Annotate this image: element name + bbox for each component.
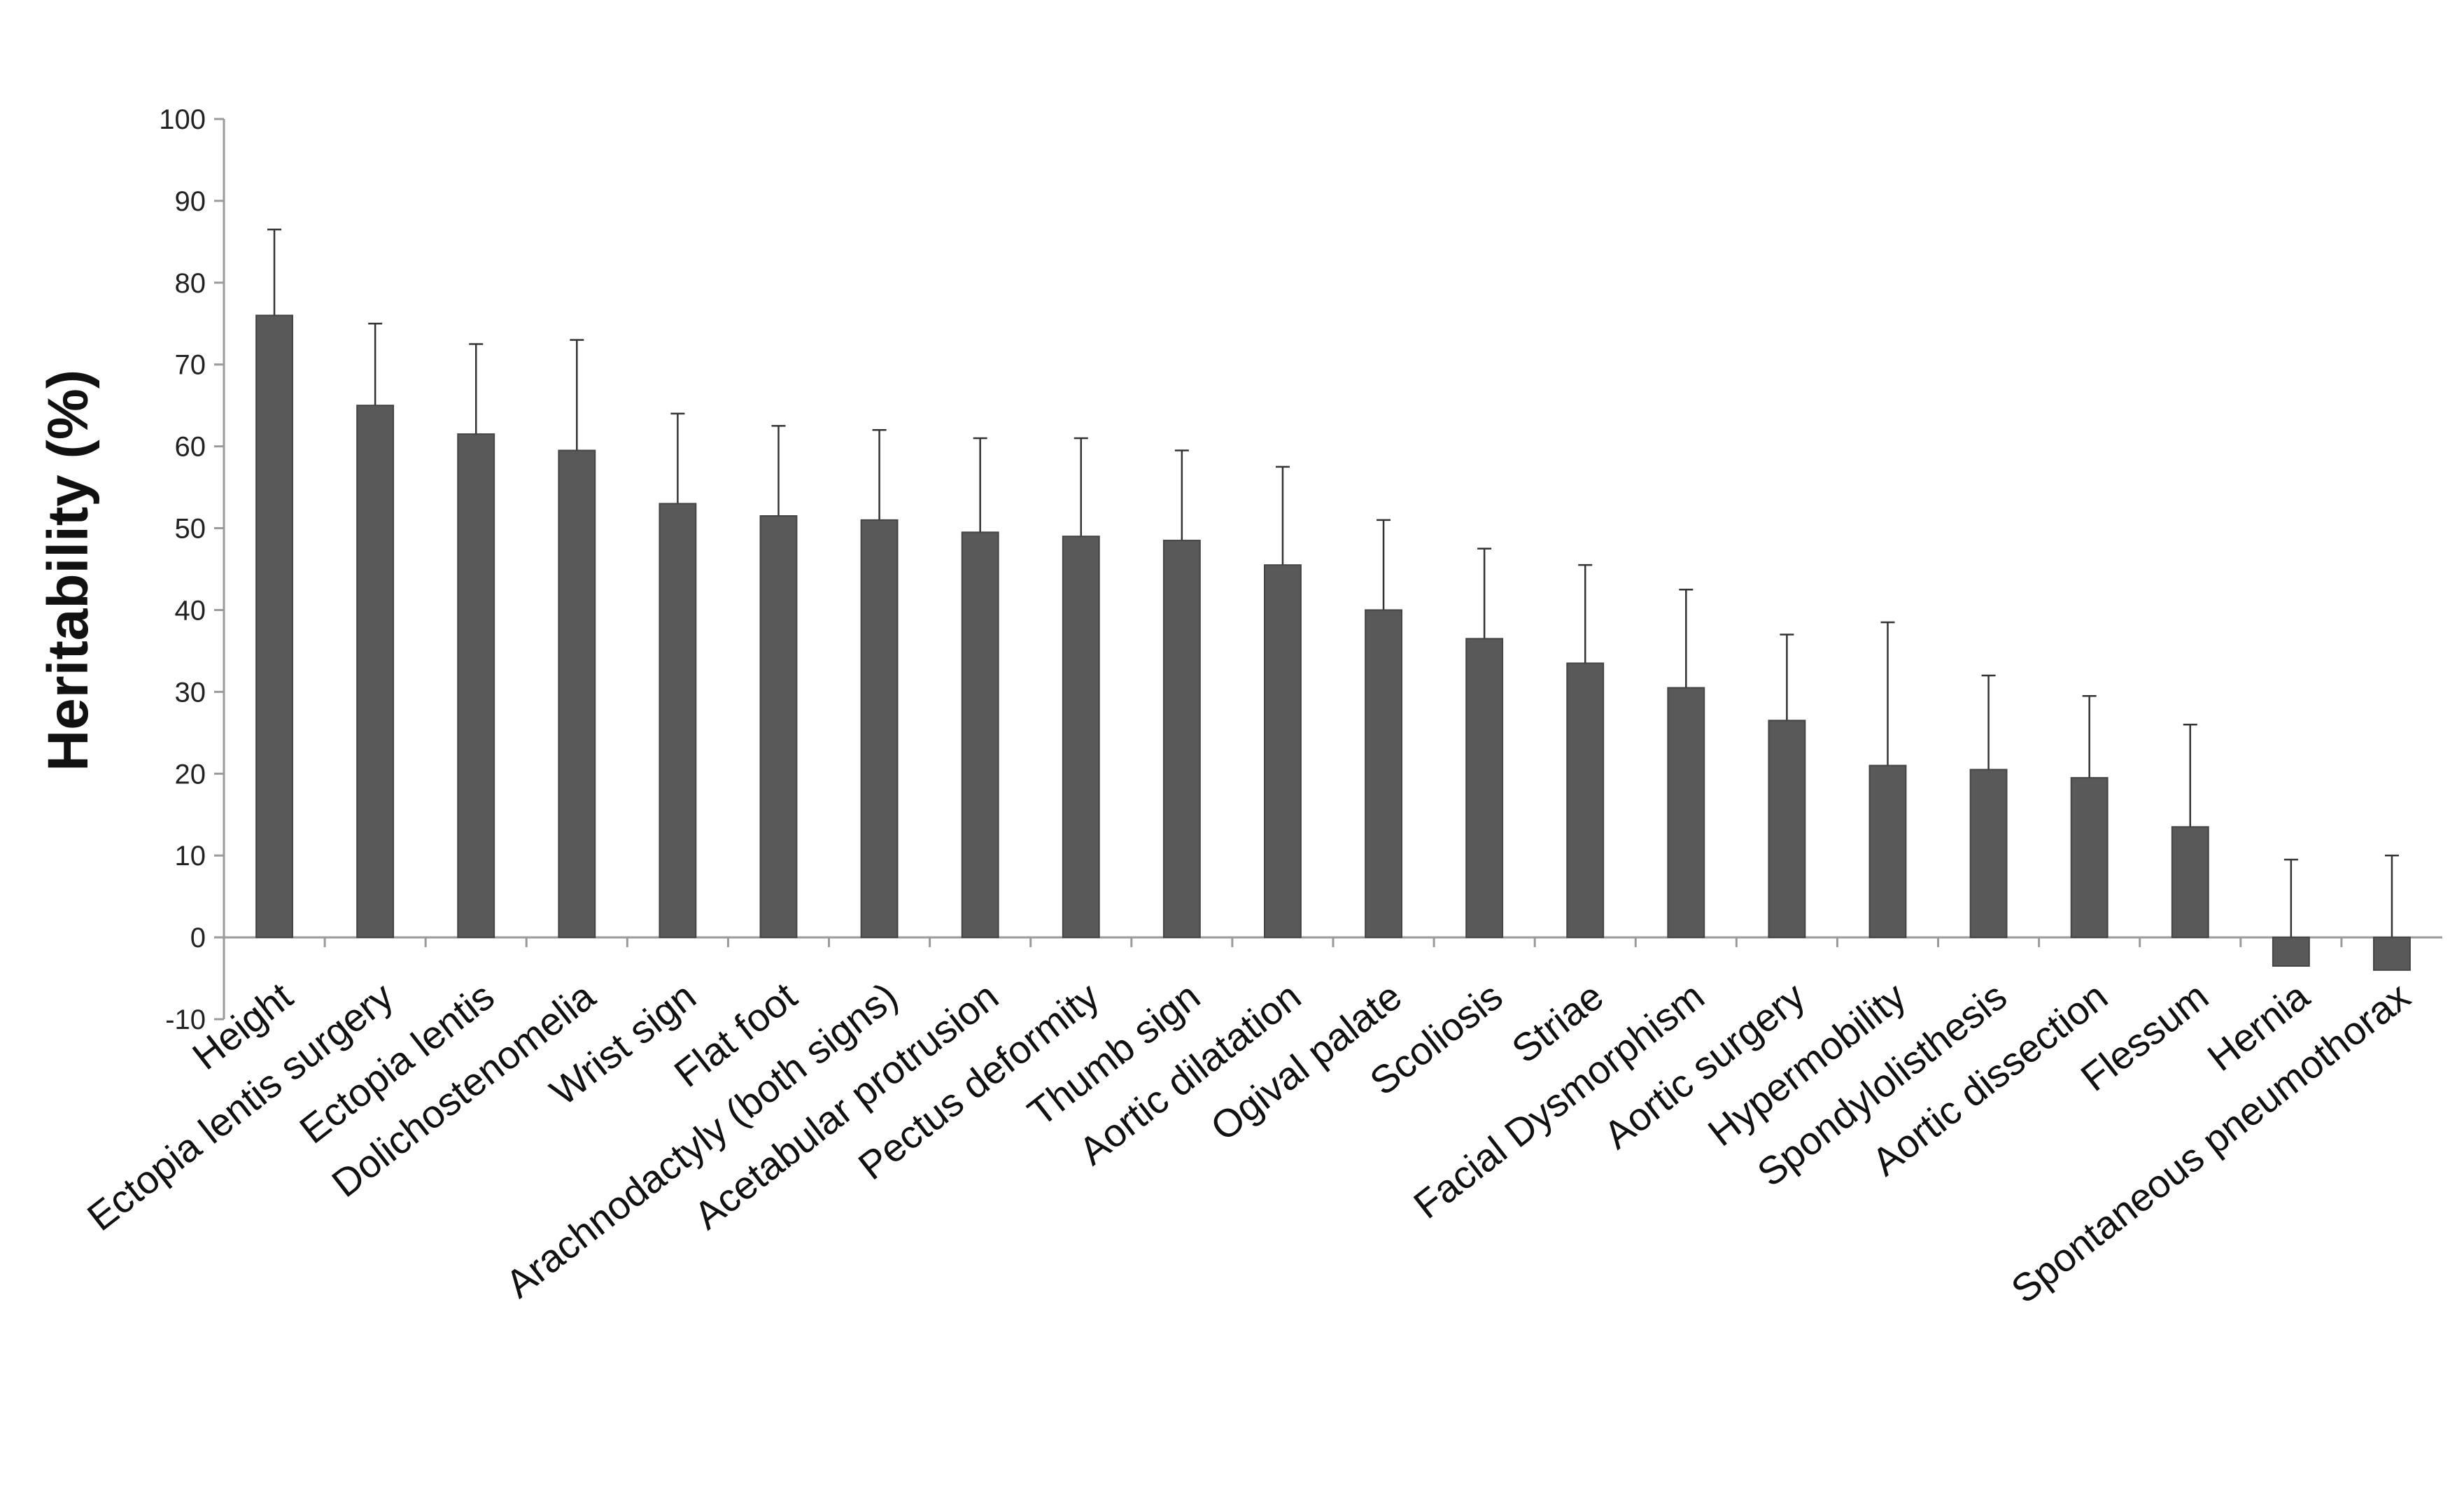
y-tick-label: -10: [165, 1004, 206, 1035]
bar: [1264, 564, 1302, 939]
bar: [961, 531, 999, 939]
bar: [659, 503, 697, 939]
y-tick-label: 60: [175, 432, 206, 463]
bar: [1566, 662, 1605, 939]
y-tick-label: 20: [175, 759, 206, 790]
bar: [2373, 937, 2411, 971]
bar: [2070, 777, 2109, 939]
bar: [2272, 937, 2310, 967]
bar: [457, 433, 495, 939]
bar: [1667, 687, 1705, 939]
bar: [759, 515, 798, 939]
bar: [255, 314, 293, 939]
bar: [860, 519, 899, 939]
y-tick-label: 70: [175, 350, 206, 381]
bar: [1465, 638, 1504, 939]
bar: [558, 449, 596, 939]
bar: [1868, 764, 1907, 939]
bar: [356, 405, 395, 939]
bar: [1365, 609, 1402, 939]
bar: [1062, 536, 1100, 939]
y-tick-label: 80: [175, 268, 206, 299]
y-tick-label: 10: [175, 841, 206, 872]
bar: [2171, 826, 2209, 939]
y-tick-label: 0: [190, 923, 206, 953]
bar: [1969, 769, 2008, 939]
y-tick-label: 90: [175, 186, 206, 217]
y-tick-label: 30: [175, 677, 206, 708]
bar: [1162, 540, 1201, 939]
y-tick-label: 40: [175, 595, 206, 626]
bar: [1768, 720, 1806, 939]
y-tick-label: 100: [159, 104, 206, 135]
y-axis-title: Heritability (%): [36, 370, 100, 771]
y-tick-label: 50: [175, 514, 206, 545]
